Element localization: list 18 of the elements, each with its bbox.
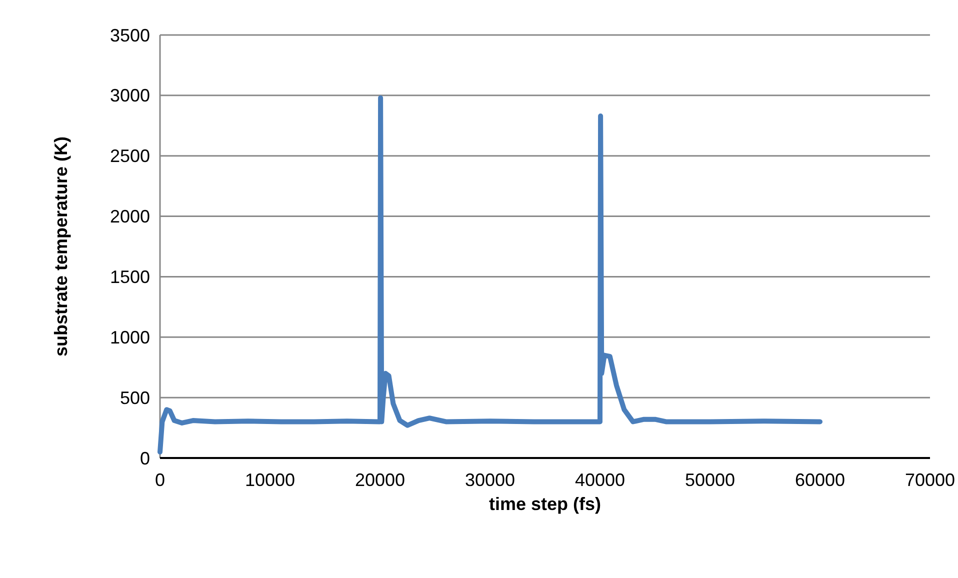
y-tick-label: 3500 bbox=[110, 25, 150, 46]
y-tick-label: 1000 bbox=[110, 327, 150, 348]
y-tick-label: 1500 bbox=[110, 267, 150, 288]
x-tick-label: 10000 bbox=[244, 470, 296, 490]
y-axis-title: substrate temperature (K) bbox=[51, 136, 71, 357]
x-tick-label: 70000 bbox=[904, 470, 956, 490]
x-tick-label: 50000 bbox=[684, 470, 736, 490]
x-tick-label: 30000 bbox=[464, 470, 516, 490]
x-axis-title: time step (fs) bbox=[488, 494, 602, 514]
y-tick-label: 0 bbox=[140, 448, 150, 468]
y-tick-label: 2500 bbox=[110, 146, 150, 166]
x-tick-label: 20000 bbox=[354, 470, 406, 490]
x-tick-label: 0 bbox=[154, 470, 166, 490]
x-tick-label: 40000 bbox=[574, 470, 626, 490]
x-tick-label: 60000 bbox=[794, 470, 846, 490]
y-tick-label: 500 bbox=[120, 388, 150, 408]
y-tick-label: 3000 bbox=[110, 86, 150, 106]
y-tick-label: 2000 bbox=[110, 206, 150, 227]
